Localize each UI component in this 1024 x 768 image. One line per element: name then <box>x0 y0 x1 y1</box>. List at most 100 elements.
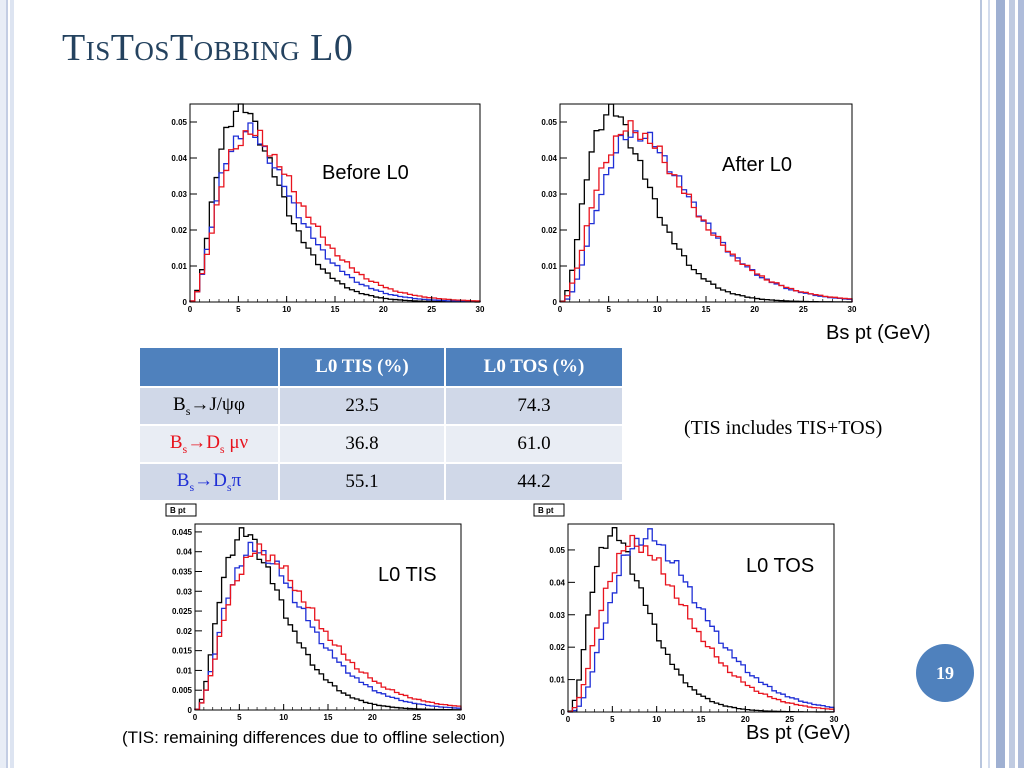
x-tick-label: 10 <box>279 713 288 722</box>
x-tick-label: 25 <box>785 715 794 724</box>
after-l0-label: After L0 <box>722 154 793 176</box>
histogram-series-line <box>559 103 853 303</box>
tos-value-cell: 61.0 <box>443 424 625 464</box>
y-tick-label: 0.03 <box>171 190 187 199</box>
y-tick-label: 0 <box>183 298 188 307</box>
y-tick-label: 0.045 <box>172 528 193 537</box>
histogram-before-l0: 0 5 10 15 20 25 30 0 0.01 0.02 0.03 0.04 0.05 <box>171 103 485 314</box>
y-tick-label: 0.01 <box>176 666 192 675</box>
y-tick-label: 0.015 <box>172 647 193 656</box>
x-tick-label: 0 <box>558 305 563 314</box>
x-tick-label: 30 <box>476 305 485 314</box>
table-header-empty <box>138 346 280 388</box>
table-header-tis: L0 TIS (%) <box>277 346 446 388</box>
table-row: Bs→J/ψφ 23.5 74.3 <box>138 386 625 426</box>
y-tick-label: 0.05 <box>171 118 187 127</box>
x-tick-label: 10 <box>653 305 662 314</box>
histogram-series-line <box>189 103 481 303</box>
y-tick-label: 0.05 <box>549 546 565 555</box>
x-tick-label: 20 <box>379 305 388 314</box>
l0-tis-label: L0 TIS <box>378 564 437 586</box>
table-header-row: L0 TIS (%) L0 TOS (%) <box>138 346 625 388</box>
y-tick-label: 0.04 <box>171 154 187 163</box>
x-tick-label: 5 <box>236 305 241 314</box>
y-tick-label: 0.035 <box>172 567 193 576</box>
histogram-series-line <box>567 528 835 713</box>
plot-frame <box>189 103 481 303</box>
x-tick-label: 30 <box>457 713 466 722</box>
x-tick-label: 0 <box>566 715 571 724</box>
decay-channel-cell: Bs→Ds μν <box>138 424 280 464</box>
page-number-badge: 19 <box>916 644 974 702</box>
histogram-series-line <box>559 130 853 303</box>
l0-tos-label: L0 TOS <box>746 555 815 577</box>
histogram-l0-tis: B pt 0 5 10 15 20 25 30 0 0.005 0.01 0.015 0.02 0.025… <box>165 503 466 722</box>
x-tick-label: 0 <box>193 713 198 722</box>
histogram-l0-tos: B pt 0 5 10 15 20 25 30 0 0.01 0.02 0.03 0.04 0.05 <box>533 503 839 724</box>
x-tick-label: 25 <box>799 305 808 314</box>
tis-value-cell: 36.8 <box>277 424 446 464</box>
y-tick-label: 0.04 <box>549 578 565 587</box>
x-tick-label: 5 <box>610 715 615 724</box>
left-frame-decoration <box>0 0 14 768</box>
decay-channel-cell: Bs→J/ψφ <box>138 386 280 426</box>
tos-value-cell: 44.2 <box>443 462 625 502</box>
table-header-tos: L0 TOS (%) <box>443 346 625 388</box>
histogram-after-l0: 0 5 10 15 20 25 30 0 0.01 0.02 0.03 0.04 0.05 <box>541 103 857 314</box>
x-tick-label: 25 <box>412 713 421 722</box>
y-tick-label: 0.03 <box>541 190 557 199</box>
y-tick-label: 0.03 <box>176 587 192 596</box>
y-tick-label: 0.04 <box>176 548 192 557</box>
x-tick-label: 15 <box>702 305 711 314</box>
histogram-series-line <box>194 541 462 710</box>
table-row: Bs→Dsπ 55.1 44.2 <box>138 462 625 502</box>
tis-value-cell: 23.5 <box>277 386 446 426</box>
tis-includes-note: (TIS includes TIS+TOS) <box>684 417 883 439</box>
histogram-series-line <box>194 543 462 710</box>
y-tick-label: 0 <box>553 298 558 307</box>
stat-box-label: B pt <box>538 506 554 515</box>
x-tick-label: 15 <box>324 713 333 722</box>
y-tick-label: 0 <box>188 706 193 715</box>
stat-box <box>533 503 565 517</box>
x-tick-label: 5 <box>237 713 242 722</box>
before-l0-label: Before L0 <box>322 162 409 184</box>
tis-remaining-note: (TIS: remaining differences due to offli… <box>122 728 506 747</box>
x-tick-label: 25 <box>427 305 436 314</box>
x-tick-label: 15 <box>331 305 340 314</box>
histogram-series-line <box>194 527 462 711</box>
x-tick-label: 30 <box>830 715 839 724</box>
table-row: Bs→Ds μν 36.8 61.0 <box>138 424 625 464</box>
y-tick-label: 0.02 <box>549 643 565 652</box>
trigger-efficiency-table: L0 TIS (%) L0 TOS (%) Bs→J/ψφ 23.5 74.3 … <box>138 346 625 502</box>
y-tick-label: 0.03 <box>549 611 565 620</box>
y-tick-label: 0.025 <box>172 607 193 616</box>
y-tick-label: 0.02 <box>176 627 192 636</box>
decay-channel-cell: Bs→Dsπ <box>138 462 280 502</box>
tos-value-cell: 74.3 <box>443 386 625 426</box>
y-tick-label: 0.005 <box>172 686 193 695</box>
plot-frame <box>559 103 853 303</box>
y-tick-label: 0 <box>561 708 566 717</box>
x-axis-label-bottom: Bs pt (GeV) <box>746 722 851 744</box>
x-tick-label: 10 <box>282 305 291 314</box>
slide-title: TisTosTobbing L0 <box>62 27 354 69</box>
y-tick-label: 0.01 <box>171 262 187 271</box>
y-tick-label: 0.02 <box>541 226 557 235</box>
y-tick-label: 0.01 <box>549 676 565 685</box>
y-tick-label: 0.05 <box>541 118 557 127</box>
right-frame-decoration <box>974 0 1024 768</box>
x-tick-label: 0 <box>188 305 193 314</box>
y-tick-label: 0.02 <box>171 226 187 235</box>
x-tick-label: 20 <box>750 305 759 314</box>
x-tick-label: 15 <box>697 715 706 724</box>
x-axis-label-top: Bs pt (GeV) <box>826 322 931 344</box>
x-tick-label: 10 <box>652 715 661 724</box>
y-tick-label: 0.01 <box>541 262 557 271</box>
y-tick-label: 0.04 <box>541 154 557 163</box>
histogram-series-line <box>567 534 835 713</box>
histogram-series-line <box>559 120 853 303</box>
x-tick-label: 20 <box>741 715 750 724</box>
tis-value-cell: 55.1 <box>277 462 446 502</box>
stat-box <box>165 503 197 517</box>
